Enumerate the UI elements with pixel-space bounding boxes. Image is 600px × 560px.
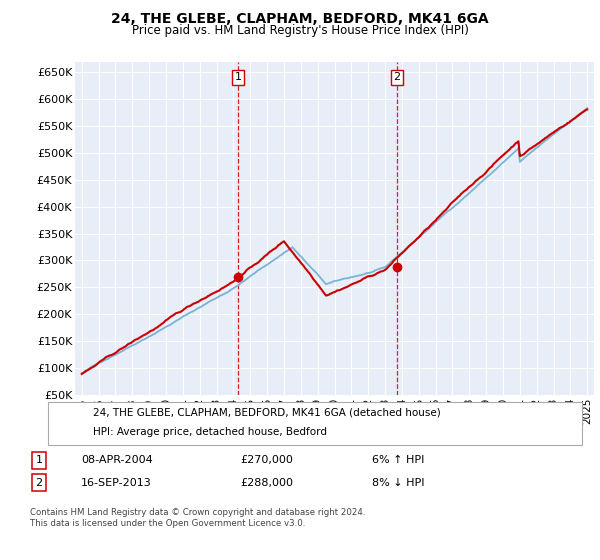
Text: 08-APR-2004: 08-APR-2004 (81, 455, 153, 465)
Text: HPI: Average price, detached house, Bedford: HPI: Average price, detached house, Bedf… (93, 427, 327, 437)
Text: 1: 1 (35, 455, 43, 465)
Text: 16-SEP-2013: 16-SEP-2013 (81, 478, 152, 488)
Text: 1: 1 (235, 72, 241, 82)
Text: 24, THE GLEBE, CLAPHAM, BEDFORD, MK41 6GA: 24, THE GLEBE, CLAPHAM, BEDFORD, MK41 6G… (111, 12, 489, 26)
Text: 2: 2 (394, 72, 401, 82)
Text: £270,000: £270,000 (240, 455, 293, 465)
Text: Price paid vs. HM Land Registry's House Price Index (HPI): Price paid vs. HM Land Registry's House … (131, 24, 469, 37)
Text: 2: 2 (35, 478, 43, 488)
Text: 6% ↑ HPI: 6% ↑ HPI (372, 455, 424, 465)
Text: Contains HM Land Registry data © Crown copyright and database right 2024.
This d: Contains HM Land Registry data © Crown c… (30, 508, 365, 528)
Text: 8% ↓ HPI: 8% ↓ HPI (372, 478, 425, 488)
Text: £288,000: £288,000 (240, 478, 293, 488)
Text: 24, THE GLEBE, CLAPHAM, BEDFORD, MK41 6GA (detached house): 24, THE GLEBE, CLAPHAM, BEDFORD, MK41 6G… (93, 408, 441, 418)
